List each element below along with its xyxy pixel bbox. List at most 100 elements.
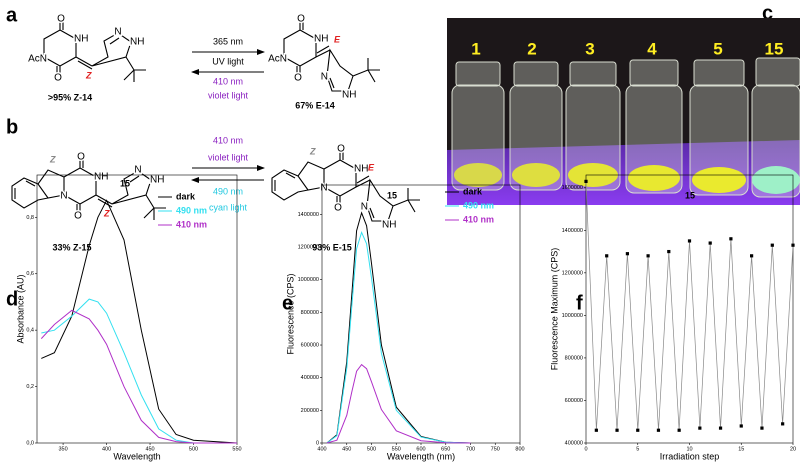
y-tick-label: 0,6 — [26, 271, 34, 277]
atom-label: AcN — [268, 54, 287, 65]
x-tick-label: 0 — [584, 446, 587, 452]
y-tick-label: 600000 — [565, 398, 583, 404]
atom-label: O — [297, 14, 305, 25]
atom-label: AcN — [28, 54, 47, 65]
y-tick-label: 400000 — [565, 440, 583, 446]
structure: O NH N O N NH Z Z 33% Z-15 — [11, 150, 166, 252]
chart-title: 15 — [120, 178, 130, 188]
isomer-label: Z — [309, 146, 316, 156]
atom-label: NH — [314, 34, 328, 45]
x-tick-label: 550 — [392, 446, 401, 452]
structure: O NH N O N NH Z E 93% E-15 — [271, 142, 420, 252]
atom-label: N — [320, 183, 327, 194]
marker — [615, 428, 619, 432]
marker — [656, 428, 661, 432]
panel-label: f — [576, 292, 583, 314]
vial-label: 5 — [713, 39, 722, 58]
marker — [739, 424, 743, 428]
atom-label: NH — [94, 172, 108, 183]
atom-label: NH — [150, 175, 164, 186]
structure: AcN NH O O N NH Z >95% Z-14 — [27, 12, 146, 102]
plot-frame — [585, 174, 794, 444]
x-tick-label: 750 — [491, 446, 500, 452]
chart-title: 15 — [387, 190, 397, 200]
y-tick-label: 1400000 — [562, 228, 583, 234]
y-tick-label: 1000000 — [562, 313, 583, 319]
x-tick-label: 20 — [790, 446, 796, 452]
series-line — [326, 363, 471, 444]
x-tick-label: 500 — [189, 446, 198, 452]
x-tick-label: 400 — [102, 446, 111, 452]
y-tick-label: 200000 — [301, 408, 319, 414]
x-tick-label: 700 — [466, 446, 475, 452]
marker — [667, 249, 671, 254]
structure: AcN NH O O N NH E 67% E-14 — [267, 12, 380, 110]
series-line — [41, 199, 238, 444]
x-tick-label: 550 — [232, 446, 241, 452]
atom-label: O — [294, 73, 302, 84]
compound-label: 33% Z-15 — [52, 242, 91, 252]
marker — [584, 179, 588, 183]
marker — [625, 252, 629, 256]
marker — [750, 254, 754, 258]
condition: UV light — [212, 56, 244, 66]
atom-label: N — [361, 202, 368, 213]
marker — [698, 426, 702, 430]
condition: 365 nm — [213, 36, 243, 46]
marker — [770, 243, 774, 247]
x-tick-label: 350 — [58, 446, 67, 452]
x-axis-label: Wavelength (nm) — [387, 451, 455, 461]
y-tick-label: 0,2 — [26, 384, 34, 390]
chart-title: 15 — [685, 190, 695, 200]
y-axis-label: Absorbance (AU) — [15, 274, 25, 343]
atom-label: O — [57, 14, 65, 25]
atom-label: O — [77, 152, 85, 163]
marker — [791, 243, 795, 247]
marker — [718, 426, 723, 430]
x-tick-label: 15 — [738, 446, 744, 452]
y-tick-label: 0 — [316, 440, 319, 446]
x-tick-label: 5 — [636, 446, 639, 452]
y-tick-label: 1200000 — [298, 245, 319, 251]
legend-label: 410 nm — [176, 219, 207, 229]
y-axis-label: Fluorescence (CPS) — [285, 273, 295, 354]
marker — [781, 422, 785, 426]
y-tick-label: 1000000 — [298, 277, 319, 283]
compound-label: 67% E-14 — [295, 100, 335, 110]
x-tick-label: 10 — [686, 446, 692, 452]
y-tick-label: 400000 — [301, 375, 319, 381]
marker — [729, 237, 733, 241]
x-tick-label: 650 — [441, 446, 450, 452]
condition: violet light — [208, 90, 249, 100]
isomer-label: E — [368, 162, 375, 172]
panel-label: e — [282, 292, 293, 314]
plot-frame — [36, 174, 238, 444]
vial-label: 3 — [585, 39, 594, 58]
y-tick-label: 600000 — [301, 342, 319, 348]
x-tick-label: 450 — [145, 446, 154, 452]
atom-label: N — [60, 191, 67, 202]
x-axis-label: Wavelength — [113, 451, 160, 461]
vial-label: 15 — [765, 39, 784, 58]
vial-label: 4 — [647, 39, 657, 58]
charts: 350 400 450 500 5500,00,20,40,60,815Waveleng… — [15, 174, 796, 461]
vial-label: 2 — [527, 39, 536, 58]
panel-label: d — [6, 288, 18, 310]
x-tick-label: 500 — [367, 446, 376, 452]
x-tick-label: 600 — [416, 446, 425, 452]
panel-label: a — [6, 4, 18, 26]
series-line — [40, 309, 237, 444]
x-tick-label: 450 — [342, 446, 351, 452]
series-line — [41, 298, 237, 444]
atom-label: O — [74, 211, 82, 222]
compound-label: >95% Z-14 — [48, 92, 92, 102]
legend-label: dark — [176, 191, 196, 201]
y-axis-label: Fluorescence Maximum (CPS) — [549, 248, 559, 371]
y-tick-label: 1600000 — [562, 185, 583, 191]
marker — [677, 428, 681, 432]
y-tick-label: 800000 — [301, 310, 319, 316]
atom-label: NH — [130, 37, 144, 48]
marker — [594, 428, 598, 432]
x-axis-label: Irradiation step — [660, 451, 720, 461]
